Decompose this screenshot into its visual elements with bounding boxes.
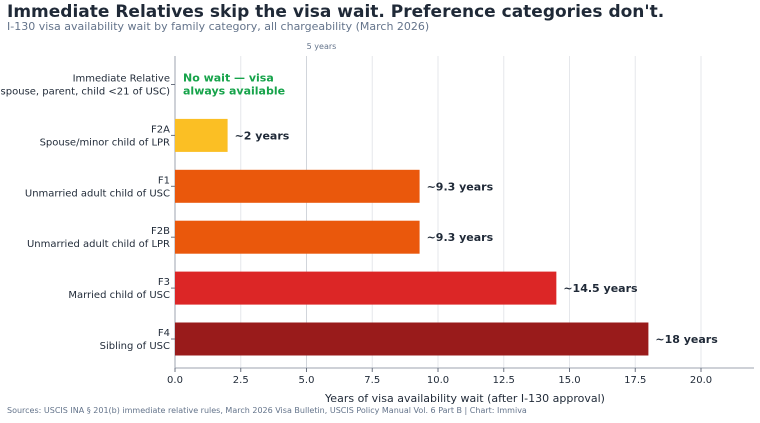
reference-line-label: 5 years xyxy=(307,42,337,51)
value-label: ~14.5 years xyxy=(563,282,638,295)
x-tick-label: 7.5 xyxy=(364,375,380,386)
category-desc-label: Married child of USC xyxy=(68,290,170,301)
category-code-label: F4 xyxy=(158,328,170,339)
bar-f2b xyxy=(175,220,420,254)
category-desc-label: Sibling of USC xyxy=(100,341,170,352)
category-desc-label: Unmarried adult child of USC xyxy=(25,188,170,199)
category-desc-label: Unmarried adult child of LPR xyxy=(27,239,170,250)
bar-f2a xyxy=(175,118,228,152)
x-tick-label: 12.5 xyxy=(493,375,515,386)
value-label: ~9.3 years xyxy=(427,180,494,193)
x-tick-label: 0.0 xyxy=(167,375,183,386)
x-axis-title: Years of visa availability wait (after I… xyxy=(324,392,605,405)
value-label: ~18 years xyxy=(655,333,718,346)
x-tick-label: 10.0 xyxy=(427,375,449,386)
source-note: Sources: USCIS INA § 201(b) immediate re… xyxy=(7,406,527,415)
category-code-label: Immediate Relative xyxy=(73,74,170,85)
category-code-label: F2A xyxy=(151,124,170,135)
x-tick-label: 20.0 xyxy=(690,375,712,386)
category-code-label: F2B xyxy=(151,226,170,237)
chart-subtitle: I-130 visa availability wait by family c… xyxy=(7,20,430,33)
x-tick-label: 5.0 xyxy=(299,375,315,386)
category-desc-label: Spouse/minor child of LPR xyxy=(40,137,170,148)
bar-f3 xyxy=(175,271,557,305)
bar-f1 xyxy=(175,169,420,203)
bar-f4 xyxy=(175,322,649,356)
value-label: ~2 years xyxy=(235,129,290,142)
no-wait-label: No wait — visa xyxy=(183,72,274,85)
category-desc-label: (spouse, parent, child <21 of USC) xyxy=(0,87,170,98)
value-label: ~9.3 years xyxy=(427,231,494,244)
category-code-label: F3 xyxy=(158,277,170,288)
category-code-label: F1 xyxy=(158,175,170,186)
chart-title: Immediate Relatives skip the visa wait. … xyxy=(7,2,665,22)
no-wait-label: always available xyxy=(183,85,285,98)
x-tick-label: 2.5 xyxy=(233,375,249,386)
x-tick-label: 15.0 xyxy=(558,375,580,386)
x-tick-label: 17.5 xyxy=(624,375,646,386)
